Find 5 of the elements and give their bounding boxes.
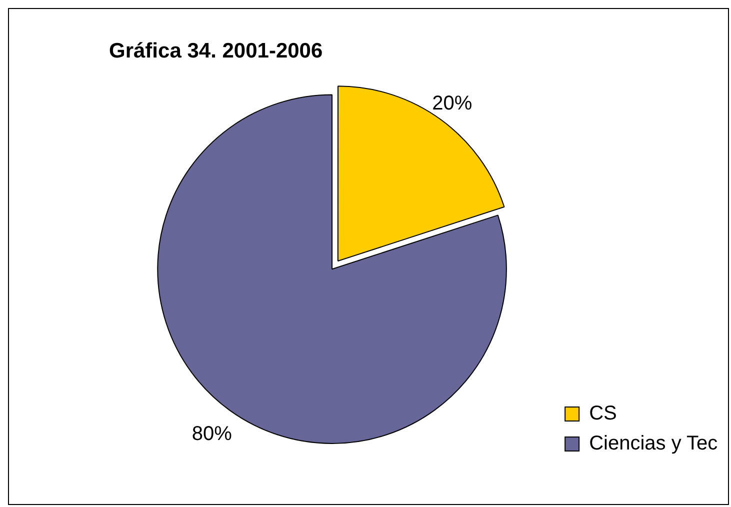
legend-label: CS bbox=[589, 402, 617, 425]
chart-title: Gráfica 34. 2001-2006 bbox=[109, 39, 323, 62]
legend-label: Ciencias y Tec bbox=[589, 432, 718, 455]
data-label: 20% bbox=[432, 92, 472, 114]
data-label: 80% bbox=[192, 422, 232, 445]
